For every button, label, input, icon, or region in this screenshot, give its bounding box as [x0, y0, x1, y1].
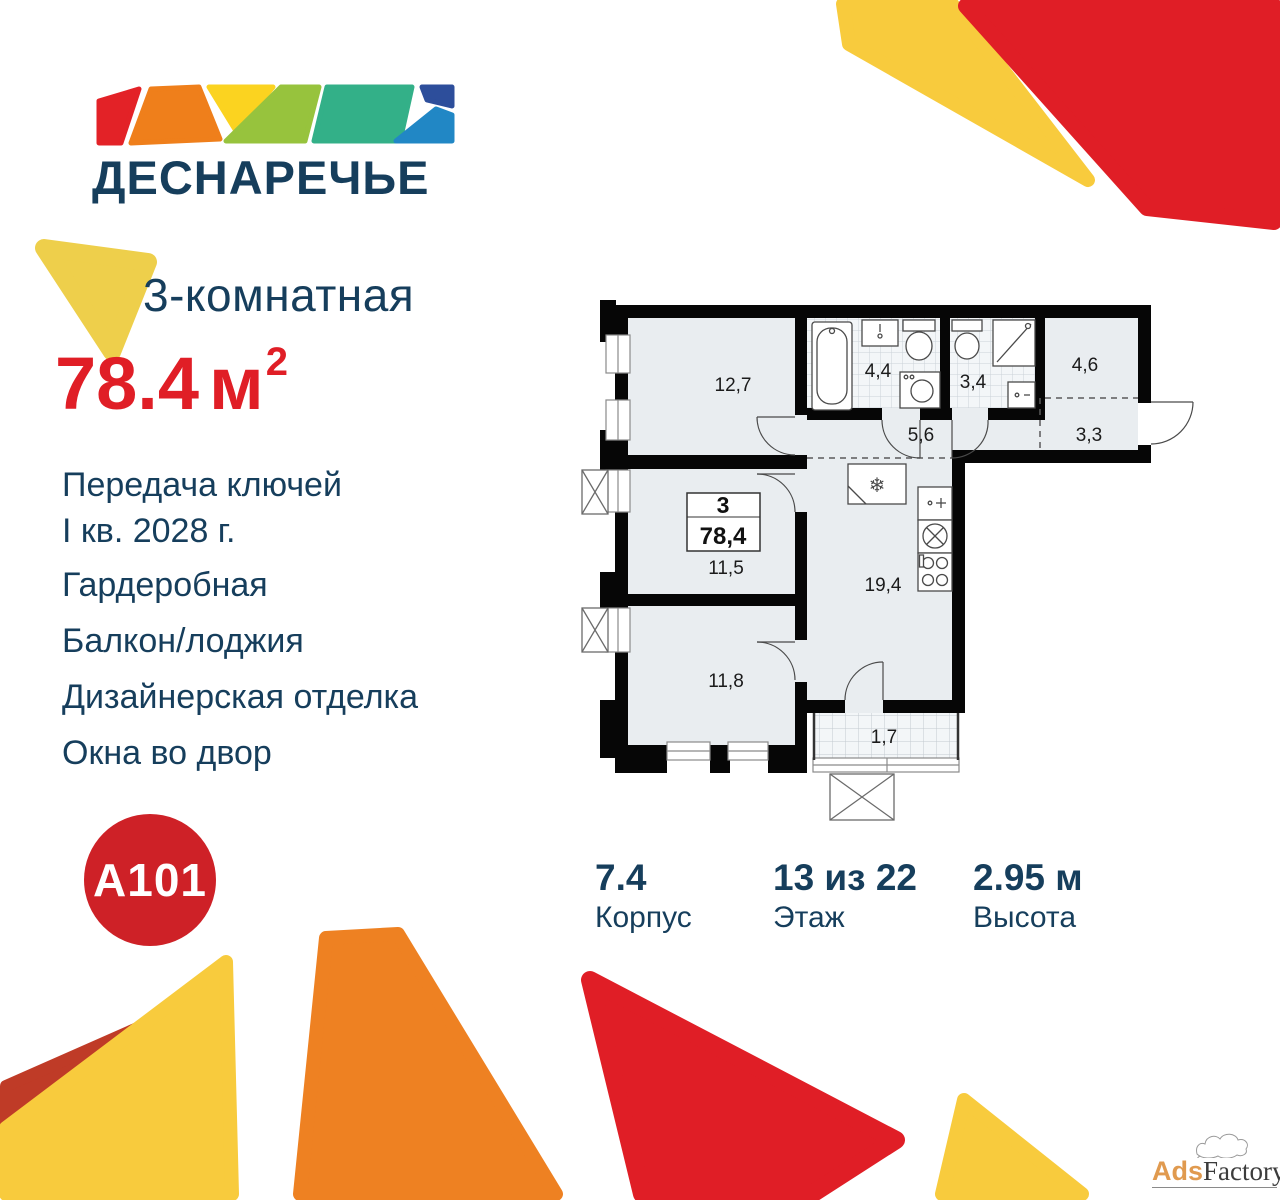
label-bathroom: 4,4 — [865, 361, 892, 382]
yellow-wedge-top-right — [836, 0, 1095, 187]
watermark-text: AdsFactory — [1152, 1156, 1280, 1188]
flat-title: 3-комнатная — [143, 269, 415, 321]
flat-area: 78.4 м2 — [55, 340, 288, 426]
wc-fixtures — [951, 319, 1036, 409]
room-labels: 12,7 4,4 3,4 4,6 5,6 3,3 11,5 19,4 11,8 … — [708, 355, 1102, 748]
feature-windows: Окна во двор — [62, 734, 272, 772]
project-logo-mosaic — [96, 84, 455, 146]
area-value: 78.4 — [55, 342, 200, 425]
mosaic-red-piece — [96, 86, 142, 146]
handover-line-2: I кв. 2028 г. — [62, 512, 236, 550]
stat-height-value: 2.95 м — [973, 857, 1083, 898]
label-hall: 5,6 — [908, 425, 934, 446]
stat-building-value: 7.4 — [595, 857, 647, 898]
label-bedroom2: 11,8 — [708, 671, 744, 692]
feature-wardrobe: Гардеробная — [62, 566, 268, 604]
watermark: AdsFactory — [1152, 1118, 1280, 1188]
stat-floor-label: Этаж — [773, 901, 845, 934]
label-wardrobe: 4,6 — [1072, 355, 1098, 376]
red-polygon-bottom — [581, 971, 905, 1200]
yellow-triangle-title — [35, 239, 157, 361]
floor-plan: ❄ 3 78,4 12,7 4,4 3,4 4,6 5,6 3,3 11,5 — [581, 300, 1194, 821]
mosaic-orange-piece — [128, 84, 223, 146]
label-balcony: 1,7 — [871, 727, 897, 748]
yellow-triangle-bottom-right — [935, 1093, 1089, 1200]
label-bedroom1: 11,5 — [708, 558, 744, 579]
stat-height: 2.95 м Высота — [973, 858, 1083, 938]
feature-balcony: Балкон/лоджия — [62, 622, 304, 660]
area-superscript: 2 — [265, 340, 289, 384]
watermark-prefix: Ads — [1152, 1156, 1204, 1186]
handover-line-1: Передача ключей — [62, 466, 342, 504]
kitchen-fixtures — [847, 463, 953, 592]
project-name: ДЕСНАРЕЧЬЕ — [92, 151, 430, 204]
smoke-cloud-icon — [1196, 1133, 1248, 1158]
orange-wedge-bottom — [293, 927, 563, 1200]
watermark-suffix: Factory — [1203, 1156, 1280, 1186]
mosaic-blue-piece — [393, 106, 455, 144]
red-shape-top-right — [958, 0, 1280, 230]
zone-dashes — [807, 397, 1138, 459]
developer-logo: A101 — [84, 814, 216, 946]
balcony-door-gap — [845, 700, 883, 713]
label-wc: 3,4 — [960, 372, 987, 393]
ac-boxes — [581, 469, 895, 821]
stat-building-label: Корпус — [595, 901, 692, 934]
mosaic-teal-piece — [311, 84, 415, 144]
bathroom-fixtures — [811, 319, 941, 411]
unit-rooms-count: 3 — [717, 492, 730, 518]
doors — [756, 401, 1194, 701]
unit-label-box: 3 78,4 — [686, 492, 761, 552]
label-entry: 3,3 — [1076, 425, 1102, 446]
stat-floor-value: 13 из 22 — [773, 857, 918, 898]
label-living: 12,7 — [715, 375, 752, 396]
balcony-walls — [812, 713, 960, 760]
stat-building: 7.4 Корпус — [595, 858, 692, 938]
area-unit: м — [209, 342, 264, 425]
feature-finish: Дизайнерская отделка — [62, 678, 419, 716]
unit-total-area: 78,4 — [700, 523, 747, 550]
stat-floor: 13 из 22 Этаж — [773, 858, 917, 938]
stat-height-label: Высота — [973, 901, 1077, 934]
label-kitchen-living: 19,4 — [865, 575, 902, 596]
mosaic-yellow-piece — [206, 84, 276, 134]
windows — [605, 334, 960, 773]
fridge-icon: ❄ — [869, 475, 886, 497]
mosaic-green-piece — [223, 84, 322, 144]
mosaic-darkblue-piece — [419, 84, 455, 109]
yellow-triangle-bottom-left — [0, 955, 239, 1200]
